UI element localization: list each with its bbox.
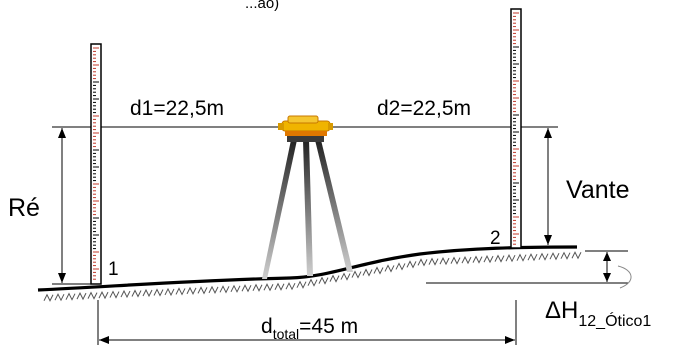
dtotal-sub: total <box>273 326 299 342</box>
ground-hatching <box>43 251 582 302</box>
d1-label: d1=22,5m <box>130 97 224 120</box>
tripod <box>262 136 353 279</box>
caption-fragment: ...ão) <box>245 0 279 12</box>
delta-h-label: ΔH12_Ótico1 <box>545 297 651 330</box>
dtotal-label: dtotal=45 m <box>261 315 358 342</box>
delta-h-sub: 12_Ótico1 <box>578 311 651 330</box>
vante-label: Vante <box>566 176 629 204</box>
ground-line <box>37 245 578 292</box>
dtotal-main: d <box>261 315 273 338</box>
level-instrument <box>278 115 333 136</box>
dtotal-rest: =45 m <box>299 315 358 338</box>
delta-h-main: ΔH <box>545 297 578 324</box>
point-1-label: 1 <box>108 259 119 280</box>
re-label: Ré <box>8 194 40 222</box>
point-2-label: 2 <box>490 228 501 249</box>
leveling-staff-1 <box>90 43 102 285</box>
d2-label: d2=22,5m <box>377 97 471 120</box>
leveling-staff-2 <box>510 8 522 249</box>
